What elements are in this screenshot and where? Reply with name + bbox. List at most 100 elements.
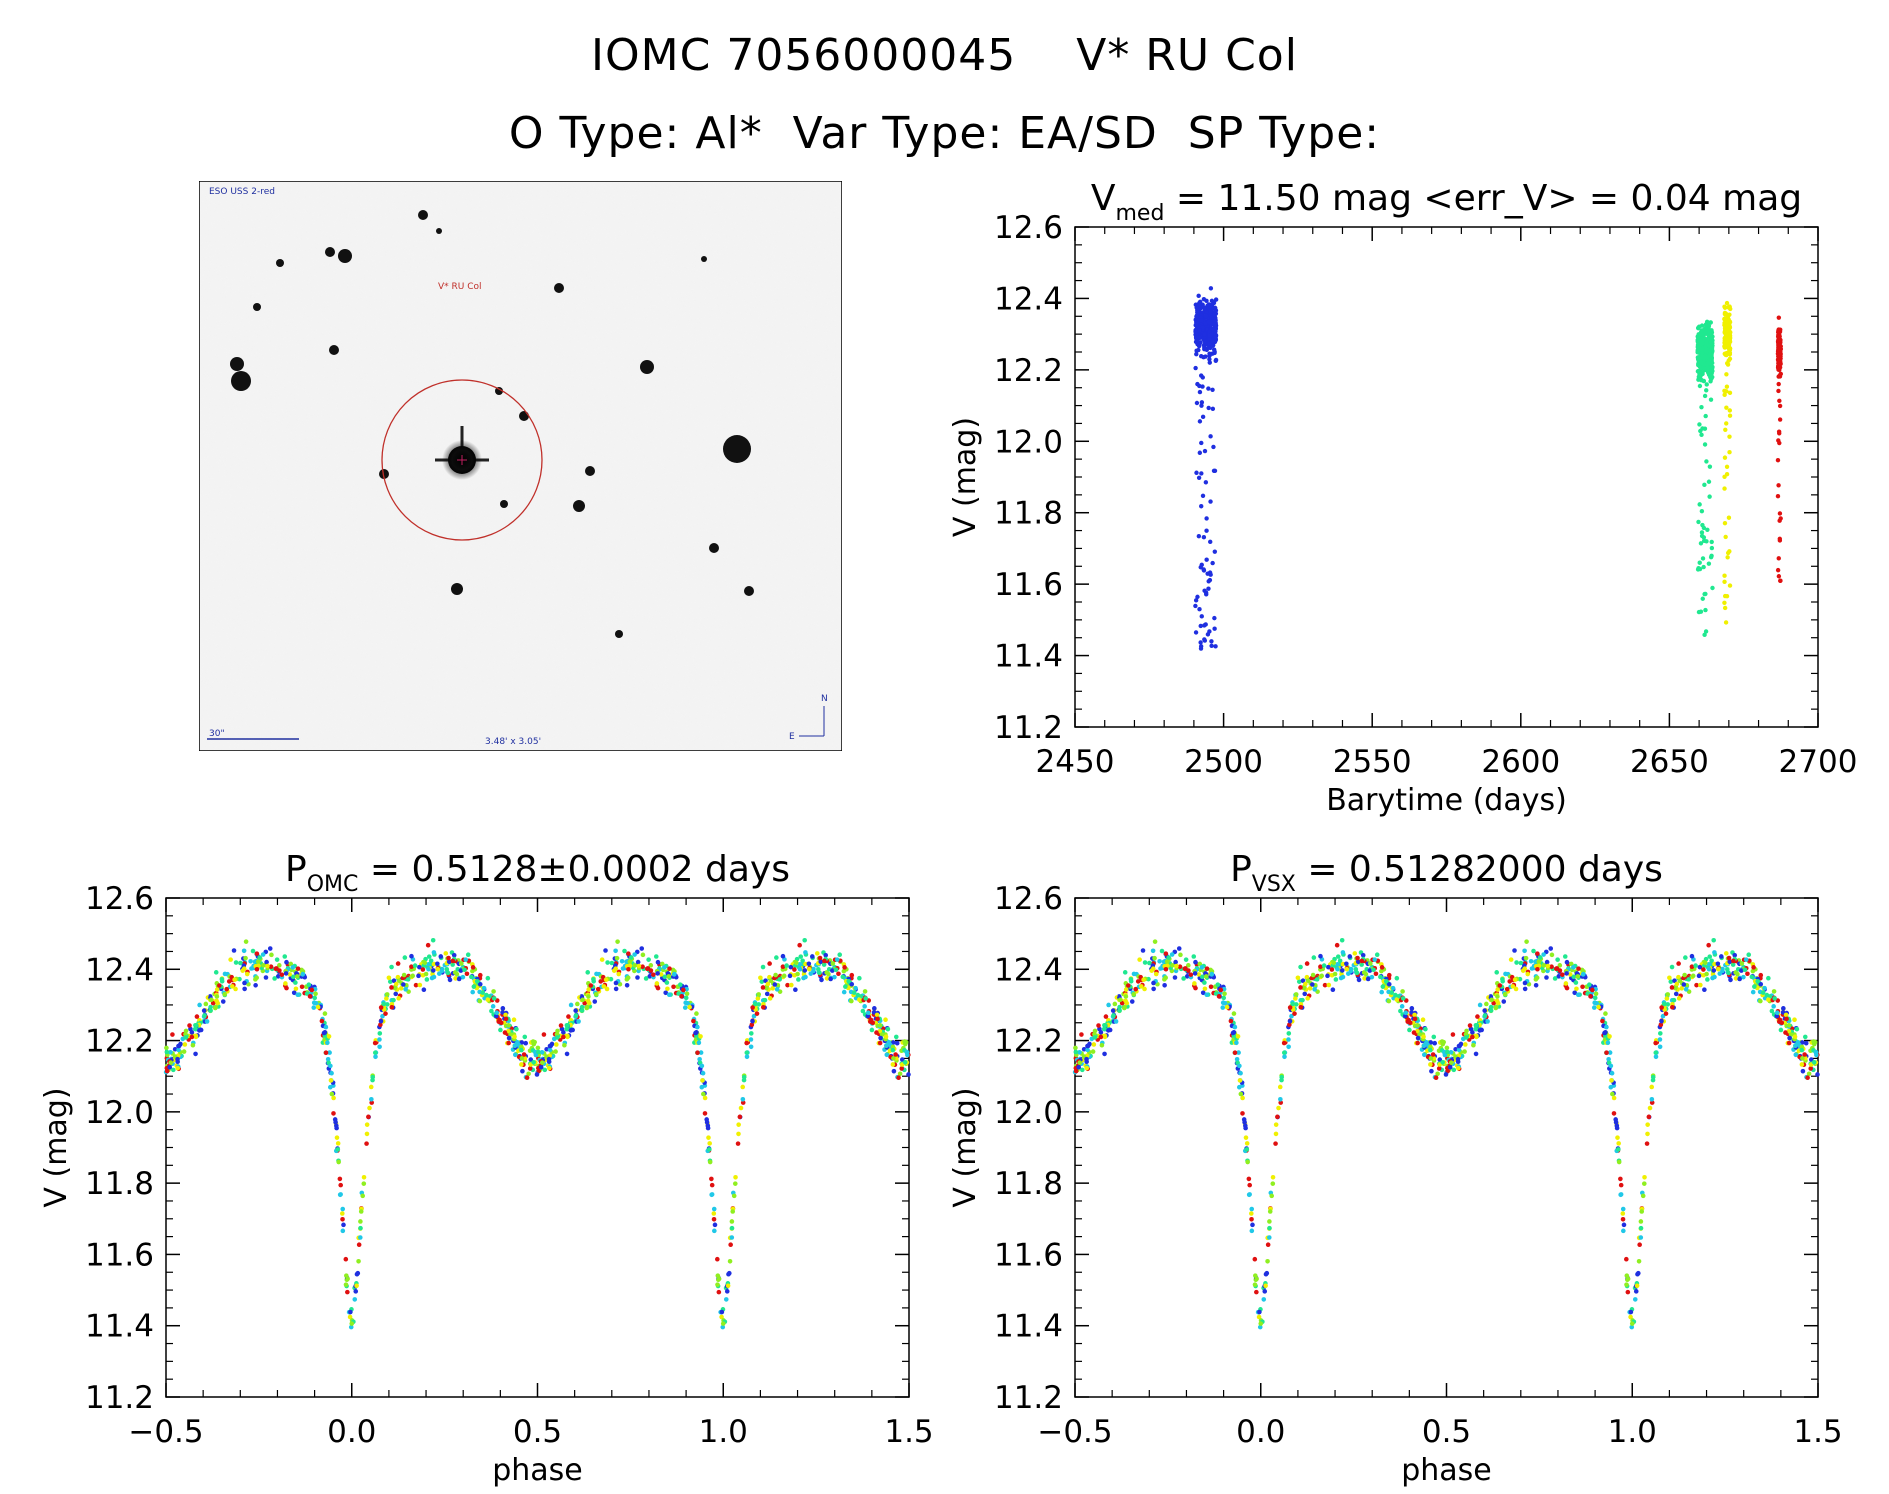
data-point <box>369 1097 374 1102</box>
data-point <box>1142 960 1148 965</box>
data-point <box>1163 951 1169 956</box>
y-tick-label: 12.6 <box>994 210 1063 246</box>
data-point <box>890 1044 896 1050</box>
data-point <box>477 998 483 1004</box>
data-point <box>1544 959 1550 965</box>
data-point <box>636 963 642 969</box>
data-point <box>373 1054 378 1060</box>
data-point <box>1706 323 1712 329</box>
data-point <box>1646 1114 1652 1120</box>
data-point <box>1234 1040 1239 1046</box>
data-point <box>254 951 260 956</box>
data-point <box>797 966 803 972</box>
data-point <box>1267 1209 1273 1214</box>
data-point <box>1792 1017 1797 1023</box>
data-point <box>1335 961 1340 967</box>
data-point <box>1103 1014 1109 1019</box>
data-point <box>1335 954 1341 959</box>
data-point <box>622 948 627 954</box>
data-point <box>1703 607 1708 613</box>
data-point <box>242 986 247 992</box>
x-tick-label: 1.5 <box>884 1414 933 1450</box>
data-point <box>1614 1125 1620 1131</box>
data-point <box>1741 974 1746 980</box>
data-point <box>1378 974 1383 980</box>
scale-label: 30" <box>209 729 225 739</box>
data-point <box>1758 998 1763 1004</box>
data-point <box>1279 1074 1285 1080</box>
data-point <box>1482 1008 1487 1013</box>
y-tick-label: 12.4 <box>994 952 1063 988</box>
data-point <box>1213 644 1218 649</box>
data-point <box>1650 1074 1656 1080</box>
data-point <box>216 983 222 988</box>
data-point <box>1220 1005 1226 1010</box>
data-point <box>1783 1030 1788 1035</box>
data-point <box>1456 1047 1462 1053</box>
data-point <box>443 951 449 956</box>
data-point <box>485 975 491 981</box>
data-point <box>335 1141 341 1146</box>
data-point <box>788 964 794 970</box>
data-point <box>1556 974 1562 979</box>
data-point <box>453 976 458 981</box>
data-point <box>1194 351 1199 357</box>
data-point <box>1287 1018 1293 1024</box>
data-point <box>370 1074 376 1080</box>
data-point <box>1606 1056 1611 1062</box>
data-point <box>1776 342 1782 347</box>
data-point <box>358 1209 364 1214</box>
field-star <box>436 228 442 234</box>
data-point <box>711 1216 717 1222</box>
data-point <box>534 1072 540 1077</box>
data-point <box>1238 1070 1243 1076</box>
field-star <box>253 303 261 311</box>
plot-title: PVSX = 0.51282000 days <box>1230 849 1663 897</box>
data-point <box>1707 494 1712 499</box>
data-point <box>1620 1206 1626 1212</box>
data-point <box>663 990 669 996</box>
data-point <box>1200 375 1205 380</box>
data-point <box>1249 1228 1255 1234</box>
y-tick-label: 11.4 <box>994 639 1063 675</box>
data-point <box>1199 504 1204 509</box>
data-point <box>323 1050 329 1056</box>
data-point <box>521 1052 527 1057</box>
data-point <box>480 990 485 995</box>
data-point <box>1700 596 1705 601</box>
data-point <box>226 979 232 984</box>
data-point <box>523 1040 529 1046</box>
data-point <box>1639 1209 1645 1214</box>
data-point <box>780 964 786 970</box>
data-point <box>1211 444 1216 450</box>
data-point <box>1202 448 1208 454</box>
data-point <box>1752 984 1757 989</box>
data-point <box>691 1018 696 1024</box>
data-point <box>1199 614 1204 619</box>
y-tick-label: 12.6 <box>994 881 1063 917</box>
data-point <box>613 986 619 992</box>
data-point <box>1281 1050 1287 1056</box>
data-point <box>352 1297 358 1302</box>
y-tick-label: 11.2 <box>994 710 1063 746</box>
data-point <box>431 950 437 955</box>
data-point <box>1318 953 1323 959</box>
data-point <box>1362 976 1367 981</box>
data-point <box>1264 1270 1270 1276</box>
data-point <box>1593 991 1599 997</box>
y-tick-label: 12.4 <box>994 281 1063 317</box>
data-point <box>1629 1324 1635 1330</box>
data-point <box>817 955 823 961</box>
data-point <box>1649 1097 1655 1102</box>
data-point <box>1784 1016 1789 1022</box>
data-point <box>568 1002 574 1008</box>
data-point <box>1671 997 1677 1003</box>
data-point <box>593 991 599 997</box>
data-point <box>1073 1049 1079 1055</box>
data-point <box>1708 348 1713 354</box>
data-point <box>1303 981 1308 987</box>
data-point <box>1423 1026 1428 1032</box>
y-axis-label: V (mag) <box>948 1087 983 1207</box>
data-point <box>1293 996 1298 1001</box>
field-star <box>329 345 339 355</box>
